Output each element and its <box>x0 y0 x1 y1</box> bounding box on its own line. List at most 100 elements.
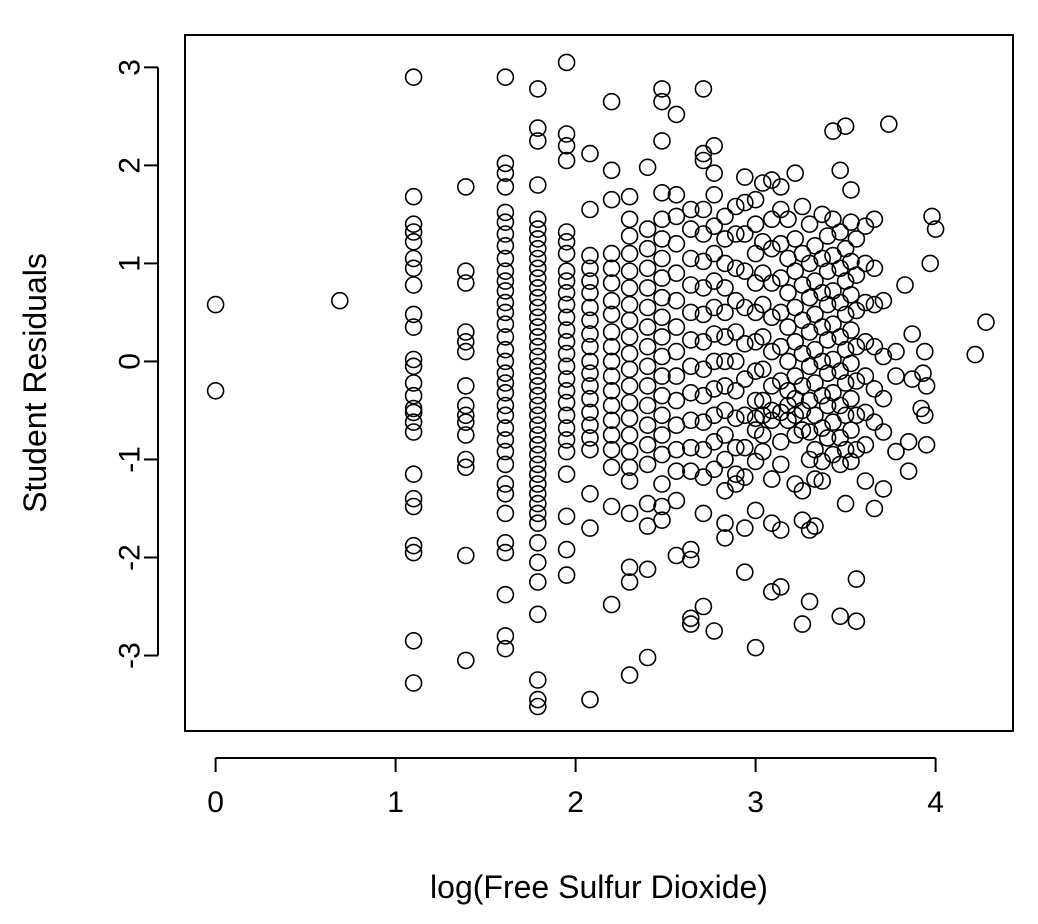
data-point <box>726 323 745 341</box>
data-point <box>620 244 639 263</box>
data-point <box>847 266 866 285</box>
data-point <box>762 582 781 601</box>
data-point <box>653 210 671 229</box>
data-point <box>638 337 657 356</box>
data-point <box>557 321 576 339</box>
data-point <box>842 213 860 231</box>
data-point <box>528 357 547 376</box>
data-point <box>716 303 734 322</box>
data-point <box>528 337 547 356</box>
data-point <box>602 440 621 459</box>
data-point <box>557 262 576 281</box>
data-point <box>865 337 884 356</box>
data-point <box>620 504 639 523</box>
data-point <box>581 200 599 219</box>
data-point <box>602 595 621 614</box>
data-point <box>496 543 515 562</box>
data-point <box>496 303 515 322</box>
data-point <box>557 295 576 314</box>
data-point <box>762 377 781 395</box>
data-point <box>842 389 860 408</box>
data-point <box>813 205 832 224</box>
data-point <box>581 272 599 290</box>
data-point <box>557 370 576 388</box>
data-point <box>557 272 576 290</box>
data-point <box>779 283 797 302</box>
data-point <box>831 223 850 241</box>
data-point <box>602 426 621 444</box>
data-point <box>705 460 724 479</box>
data-point <box>581 311 599 330</box>
x-tick-label: 3 <box>747 786 764 819</box>
data-point <box>528 416 547 435</box>
data-point <box>638 357 657 376</box>
data-point <box>716 230 734 248</box>
data-point <box>847 570 866 588</box>
data-point <box>638 220 657 238</box>
x-axis-title: log(Free Sulfur Dioxide) <box>430 869 768 905</box>
data-point <box>923 207 941 226</box>
x-tick-label: 0 <box>207 786 224 819</box>
data-point <box>836 305 855 324</box>
data-point <box>620 344 639 363</box>
data-point <box>653 445 671 464</box>
data-point <box>694 597 713 616</box>
data-point <box>771 235 790 253</box>
data-point <box>879 115 898 133</box>
data-point <box>917 435 936 454</box>
y-tick-label: -2 <box>114 544 147 571</box>
data-point <box>716 426 734 444</box>
data-point <box>404 318 423 336</box>
data-point <box>456 323 475 341</box>
data-point <box>528 259 547 278</box>
data-point <box>735 225 754 243</box>
data-point <box>557 283 576 302</box>
data-point <box>620 458 639 477</box>
data-point <box>620 262 639 281</box>
data-point <box>602 244 621 263</box>
data-point <box>404 215 423 233</box>
data-point <box>800 357 819 376</box>
data-point <box>831 161 850 180</box>
data-point <box>726 465 745 484</box>
data-point <box>528 553 547 572</box>
y-axis: -3 -2 -1 0 1 2 3 <box>114 59 159 669</box>
data-point <box>705 164 724 182</box>
data-point <box>653 80 671 98</box>
y-tick-label: 2 <box>114 157 147 174</box>
data-point <box>842 285 860 304</box>
data-point <box>557 465 576 484</box>
data-point <box>705 406 724 425</box>
data-point <box>404 350 423 369</box>
data-point <box>667 318 686 336</box>
data-point <box>926 220 945 238</box>
data-point <box>496 406 515 425</box>
data-point <box>496 639 515 658</box>
data-point <box>786 230 805 248</box>
data-point <box>681 220 700 238</box>
data-point <box>865 295 884 314</box>
data-point <box>753 328 772 346</box>
data-point <box>602 352 621 371</box>
data-point <box>793 311 812 330</box>
data-point <box>800 592 819 611</box>
data-point <box>818 429 837 447</box>
data-point <box>786 262 805 281</box>
data-point <box>557 419 576 437</box>
data-point <box>581 364 599 383</box>
data-point <box>496 431 515 449</box>
data-point <box>528 269 547 287</box>
data-point <box>620 573 639 591</box>
data-point <box>602 305 621 324</box>
data-point <box>653 386 671 405</box>
data-point <box>667 105 686 124</box>
data-point <box>404 403 423 422</box>
data-point <box>842 452 860 471</box>
data-point <box>528 465 547 484</box>
data-point <box>681 540 700 559</box>
data-point <box>771 455 790 474</box>
data-point <box>456 396 475 415</box>
data-point <box>638 416 657 435</box>
data-point <box>818 396 837 415</box>
y-axis-title: Student Residuals <box>17 253 53 513</box>
